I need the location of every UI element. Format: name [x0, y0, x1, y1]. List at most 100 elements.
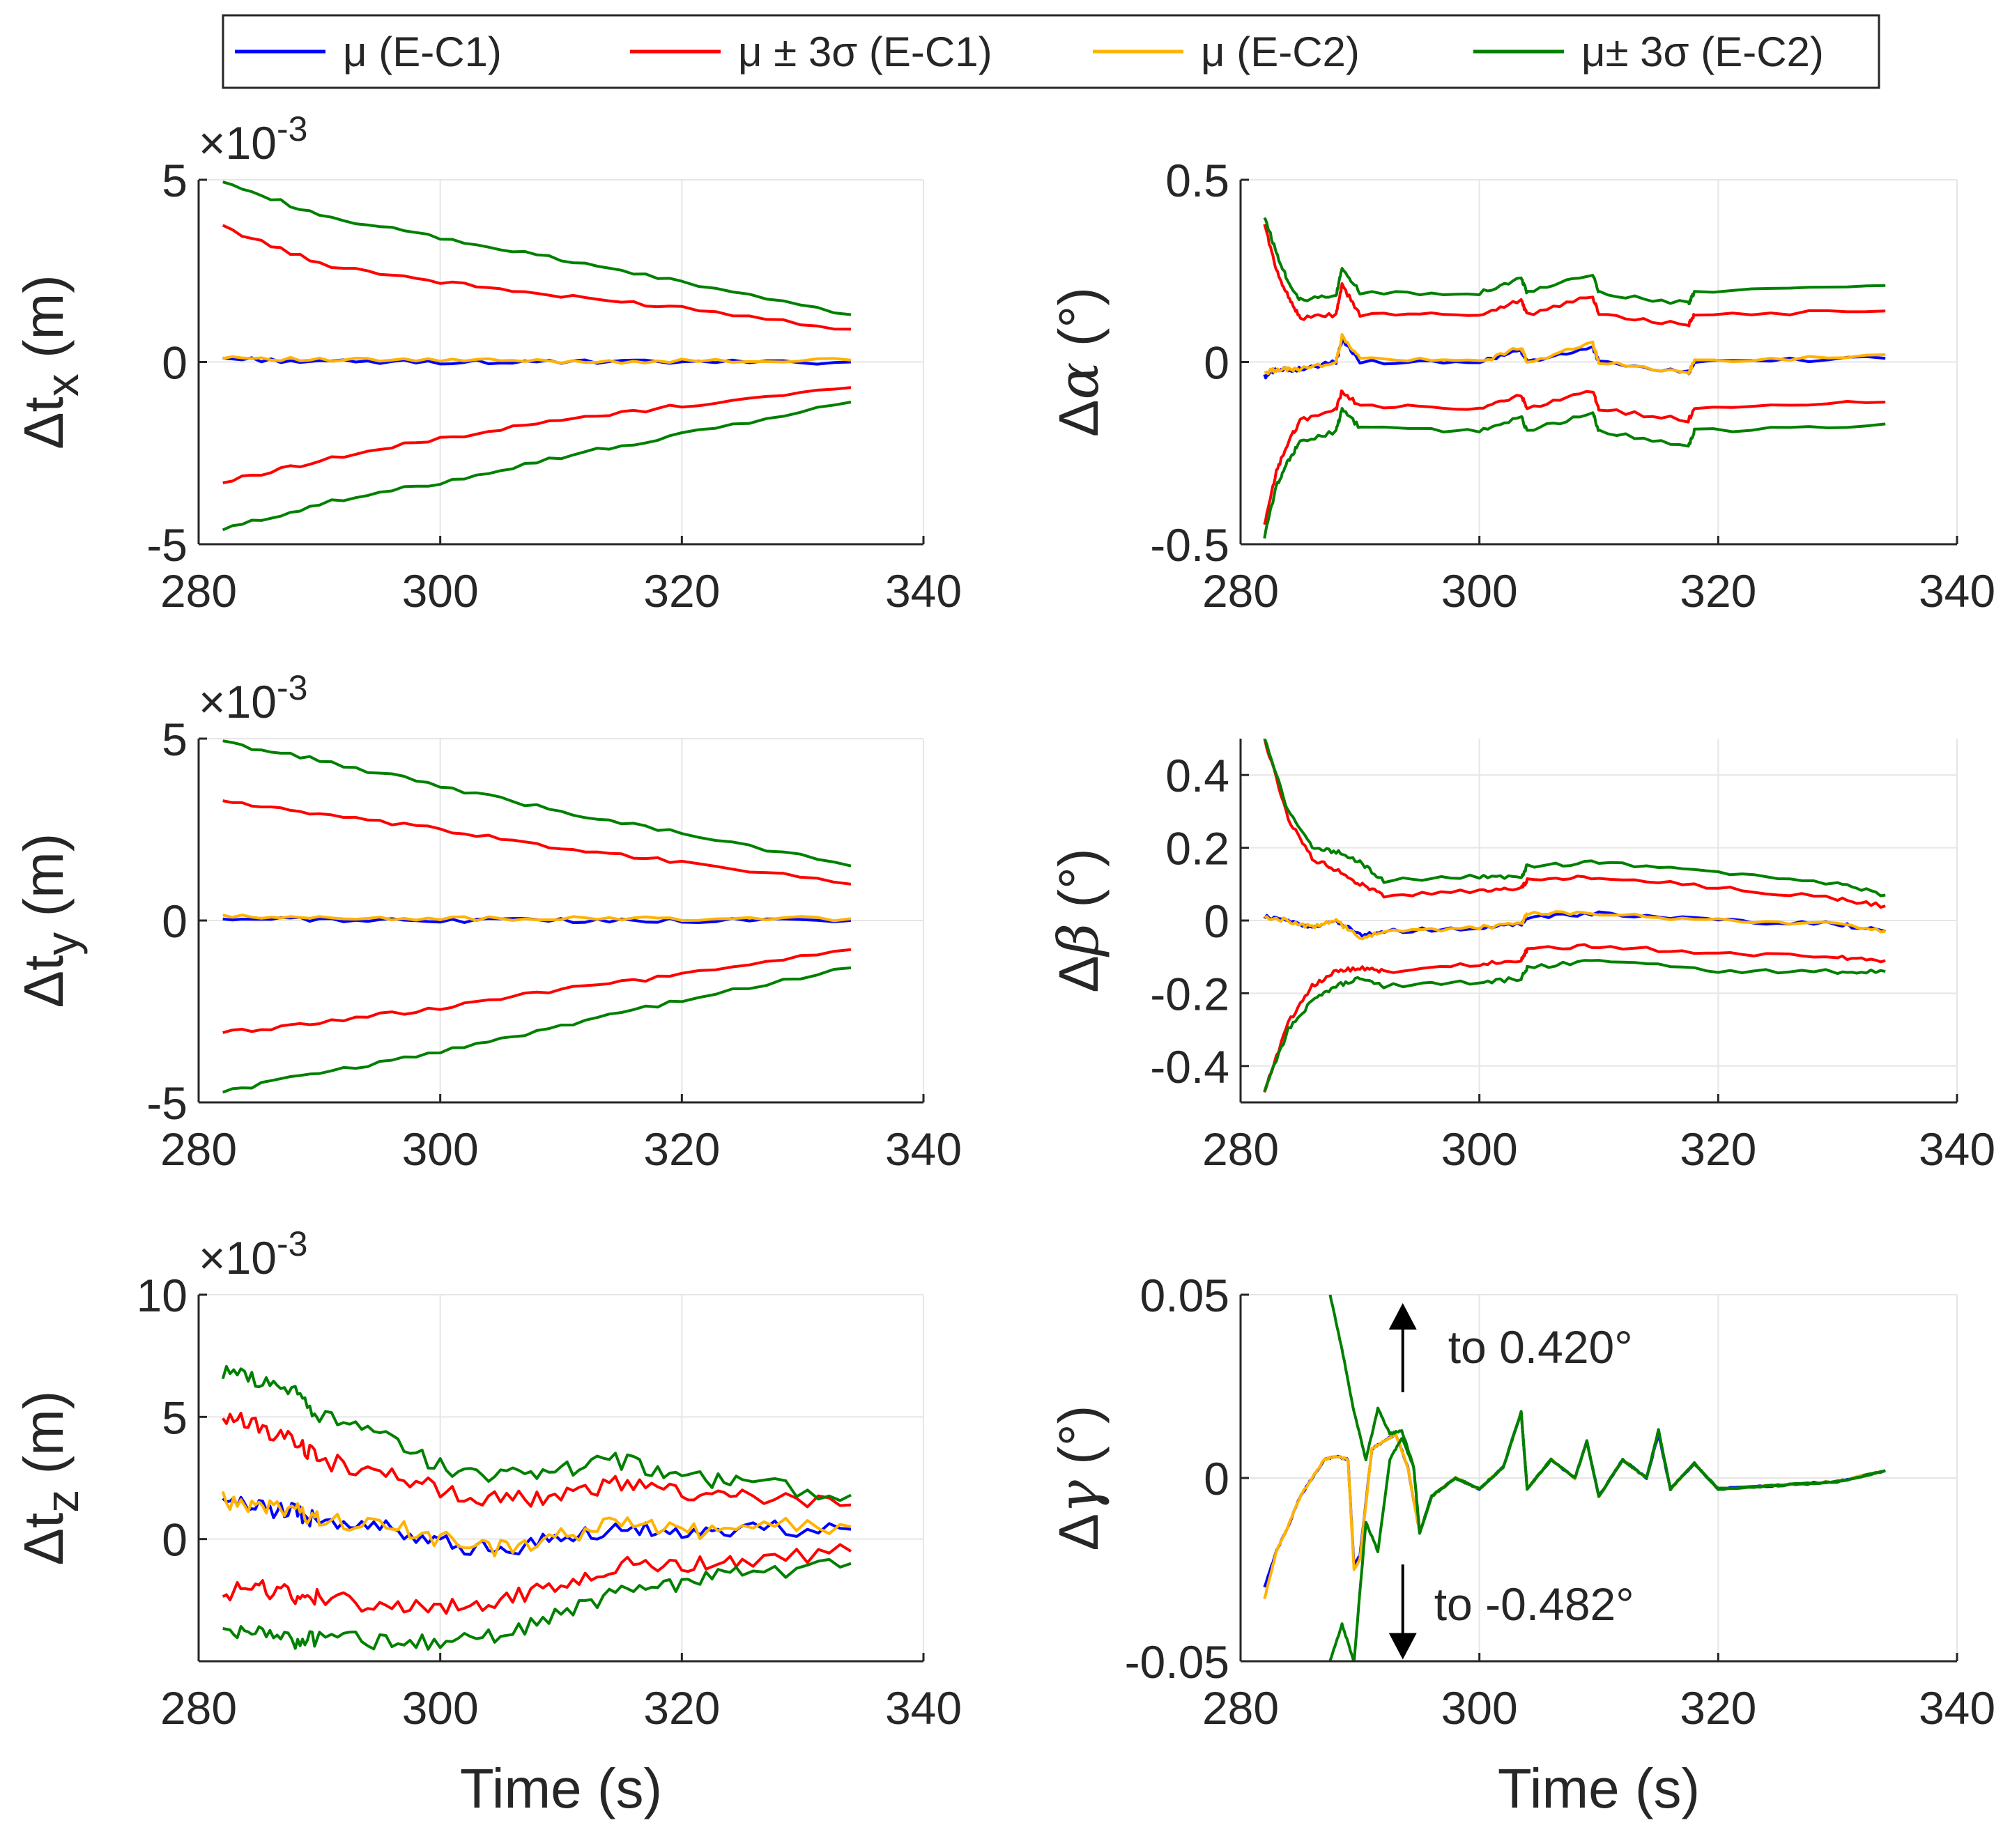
- exponent-base: ×10: [199, 117, 277, 169]
- legend-label: μ (E-C2): [1201, 29, 1360, 75]
- y-axis-label: Δtx (m): [13, 275, 88, 449]
- series-line: [1263, 739, 1886, 909]
- y-tick-label: 0: [1204, 337, 1229, 389]
- annotation: to 0.420°: [1388, 1303, 1633, 1392]
- x-tick-label: 300: [402, 1123, 479, 1175]
- series-line: [222, 1543, 852, 1615]
- legend-entry: μ± 3σ (E-C2): [1473, 29, 1824, 75]
- exponent-power: -3: [277, 668, 307, 707]
- y-tick-label: -5: [146, 1077, 187, 1129]
- annotation-label: to -0.482°: [1434, 1578, 1634, 1630]
- legend-label: μ ± 3σ (E-C1): [738, 29, 992, 75]
- x-tick-label: 340: [1919, 1682, 1995, 1734]
- legend-entry: μ (E-C2): [1093, 29, 1360, 75]
- legend: μ (E-C1) μ ± 3σ (E-C1) μ (E-C2) μ± 3σ (E-C2…: [222, 14, 1880, 89]
- x-tick-label: 320: [1680, 1682, 1756, 1734]
- arrowhead-up-icon: [1388, 1303, 1417, 1330]
- y-label-main: Δt: [13, 396, 75, 449]
- y-tick-label: 0.5: [1165, 155, 1229, 206]
- y-tick-label: -0.2: [1150, 968, 1229, 1019]
- x-tick-label: 280: [1202, 1682, 1279, 1734]
- series-line: [1263, 217, 1886, 306]
- panel-ty: 280 300 320 340 -5 0 5×10-3 Δty (m): [13, 668, 962, 1175]
- y-tick-label: 5: [162, 714, 187, 765]
- series-line: [222, 948, 852, 1034]
- y-label-unit: (m): [13, 1391, 75, 1490]
- legend-entry: μ (E-C1): [235, 29, 502, 75]
- series-line: [1263, 943, 1886, 1093]
- y-axis-label: Δβ (°): [1046, 848, 1111, 992]
- series-line: [222, 1412, 852, 1509]
- annotation-label: to 0.420°: [1448, 1321, 1633, 1373]
- y-label-unit: (m): [13, 833, 75, 932]
- y-label-symbol: α: [1046, 362, 1111, 400]
- series-line: [1263, 389, 1886, 525]
- series-group: [222, 180, 852, 532]
- series-line: [222, 1557, 852, 1651]
- series-line: [222, 739, 852, 868]
- panel-tz: 280 300 320 340 0 5 10×10-3 Δtz (m) Time (s): [13, 1224, 962, 1819]
- exponent-label: ×10-3: [199, 109, 307, 169]
- y-tick-label: 0.2: [1165, 823, 1229, 875]
- series-line: [222, 224, 852, 331]
- x-tick-label: 340: [885, 1682, 962, 1734]
- y-tick-label: 0: [162, 337, 187, 389]
- y-tick-label: 0.05: [1140, 1270, 1229, 1321]
- y-axis-label: Δtz (m): [13, 1391, 88, 1566]
- panel-beta: 280 300 320 340 -0.4 -0.2 0 0.2 0.4 Δβ (°): [1046, 739, 1995, 1175]
- exponent-power: -3: [277, 109, 307, 148]
- y-label-unit: (°): [1048, 848, 1110, 923]
- y-tick-label: -0.05: [1125, 1636, 1229, 1688]
- y-label-sub: z: [36, 1490, 88, 1513]
- y-label-sub: x: [36, 374, 88, 396]
- panel-alpha: 280 300 320 340 -0.5 0 0.5 Δα (°): [1046, 155, 1995, 617]
- legend-label: μ (E-C1): [343, 29, 502, 75]
- x-tick-label: 320: [643, 565, 720, 617]
- y-tick-label: 10: [137, 1270, 187, 1321]
- panel-gamma: 280 300 320 340 -0.05 0 0.05 Δγ (°) Time (s) to 0…: [1046, 1270, 1995, 1819]
- series-group: [1263, 1295, 1886, 1661]
- legend-box: [222, 14, 1880, 89]
- exponent-base: ×10: [199, 1232, 277, 1284]
- series-line: [1263, 739, 1886, 898]
- exponent-label: ×10-3: [199, 1224, 307, 1284]
- y-tick-label: 0.4: [1165, 750, 1229, 801]
- x-tick-label: 300: [402, 1682, 479, 1734]
- series-line: [222, 914, 852, 923]
- series-line: [1264, 333, 1886, 376]
- series-line: [222, 386, 852, 484]
- x-tick-label: 320: [643, 1682, 720, 1734]
- series-group: [222, 739, 852, 1094]
- series-line: [1328, 1410, 1886, 1661]
- y-axis-label: Δγ (°): [1046, 1406, 1111, 1551]
- x-tick-label: 320: [1680, 1123, 1756, 1175]
- series-line: [221, 1491, 852, 1558]
- series-group: [1263, 739, 1886, 1093]
- series-line: [222, 356, 852, 366]
- legend-label: μ± 3σ (E-C2): [1581, 29, 1824, 75]
- x-tick-label: 300: [1441, 1123, 1518, 1175]
- series-line: [222, 799, 852, 886]
- y-tick-label: -0.5: [1150, 519, 1229, 571]
- y-tick-label: 0: [162, 1514, 187, 1566]
- series-line: [222, 180, 852, 316]
- y-label-unit: (°): [1048, 1406, 1110, 1481]
- x-tick-label: 280: [160, 1682, 237, 1734]
- arrowhead-down-icon: [1388, 1633, 1417, 1660]
- annotation: to -0.482°: [1388, 1564, 1634, 1660]
- y-tick-label: 0: [1204, 1453, 1229, 1504]
- y-tick-label: 5: [162, 155, 187, 206]
- x-tick-label: 280: [160, 565, 237, 617]
- series-line: [1263, 959, 1886, 1093]
- series-line: [222, 401, 852, 532]
- series-line: [1263, 407, 1886, 539]
- y-axis-label: Δα (°): [1046, 287, 1111, 437]
- series-line: [1264, 910, 1886, 941]
- x-tick-label: 280: [160, 1123, 237, 1175]
- y-label-main: Δ: [1048, 955, 1110, 992]
- x-tick-label: 300: [1441, 565, 1518, 617]
- exponent-base: ×10: [199, 676, 277, 727]
- y-tick-label: 0: [162, 895, 187, 947]
- x-tick-label: 340: [885, 1123, 962, 1175]
